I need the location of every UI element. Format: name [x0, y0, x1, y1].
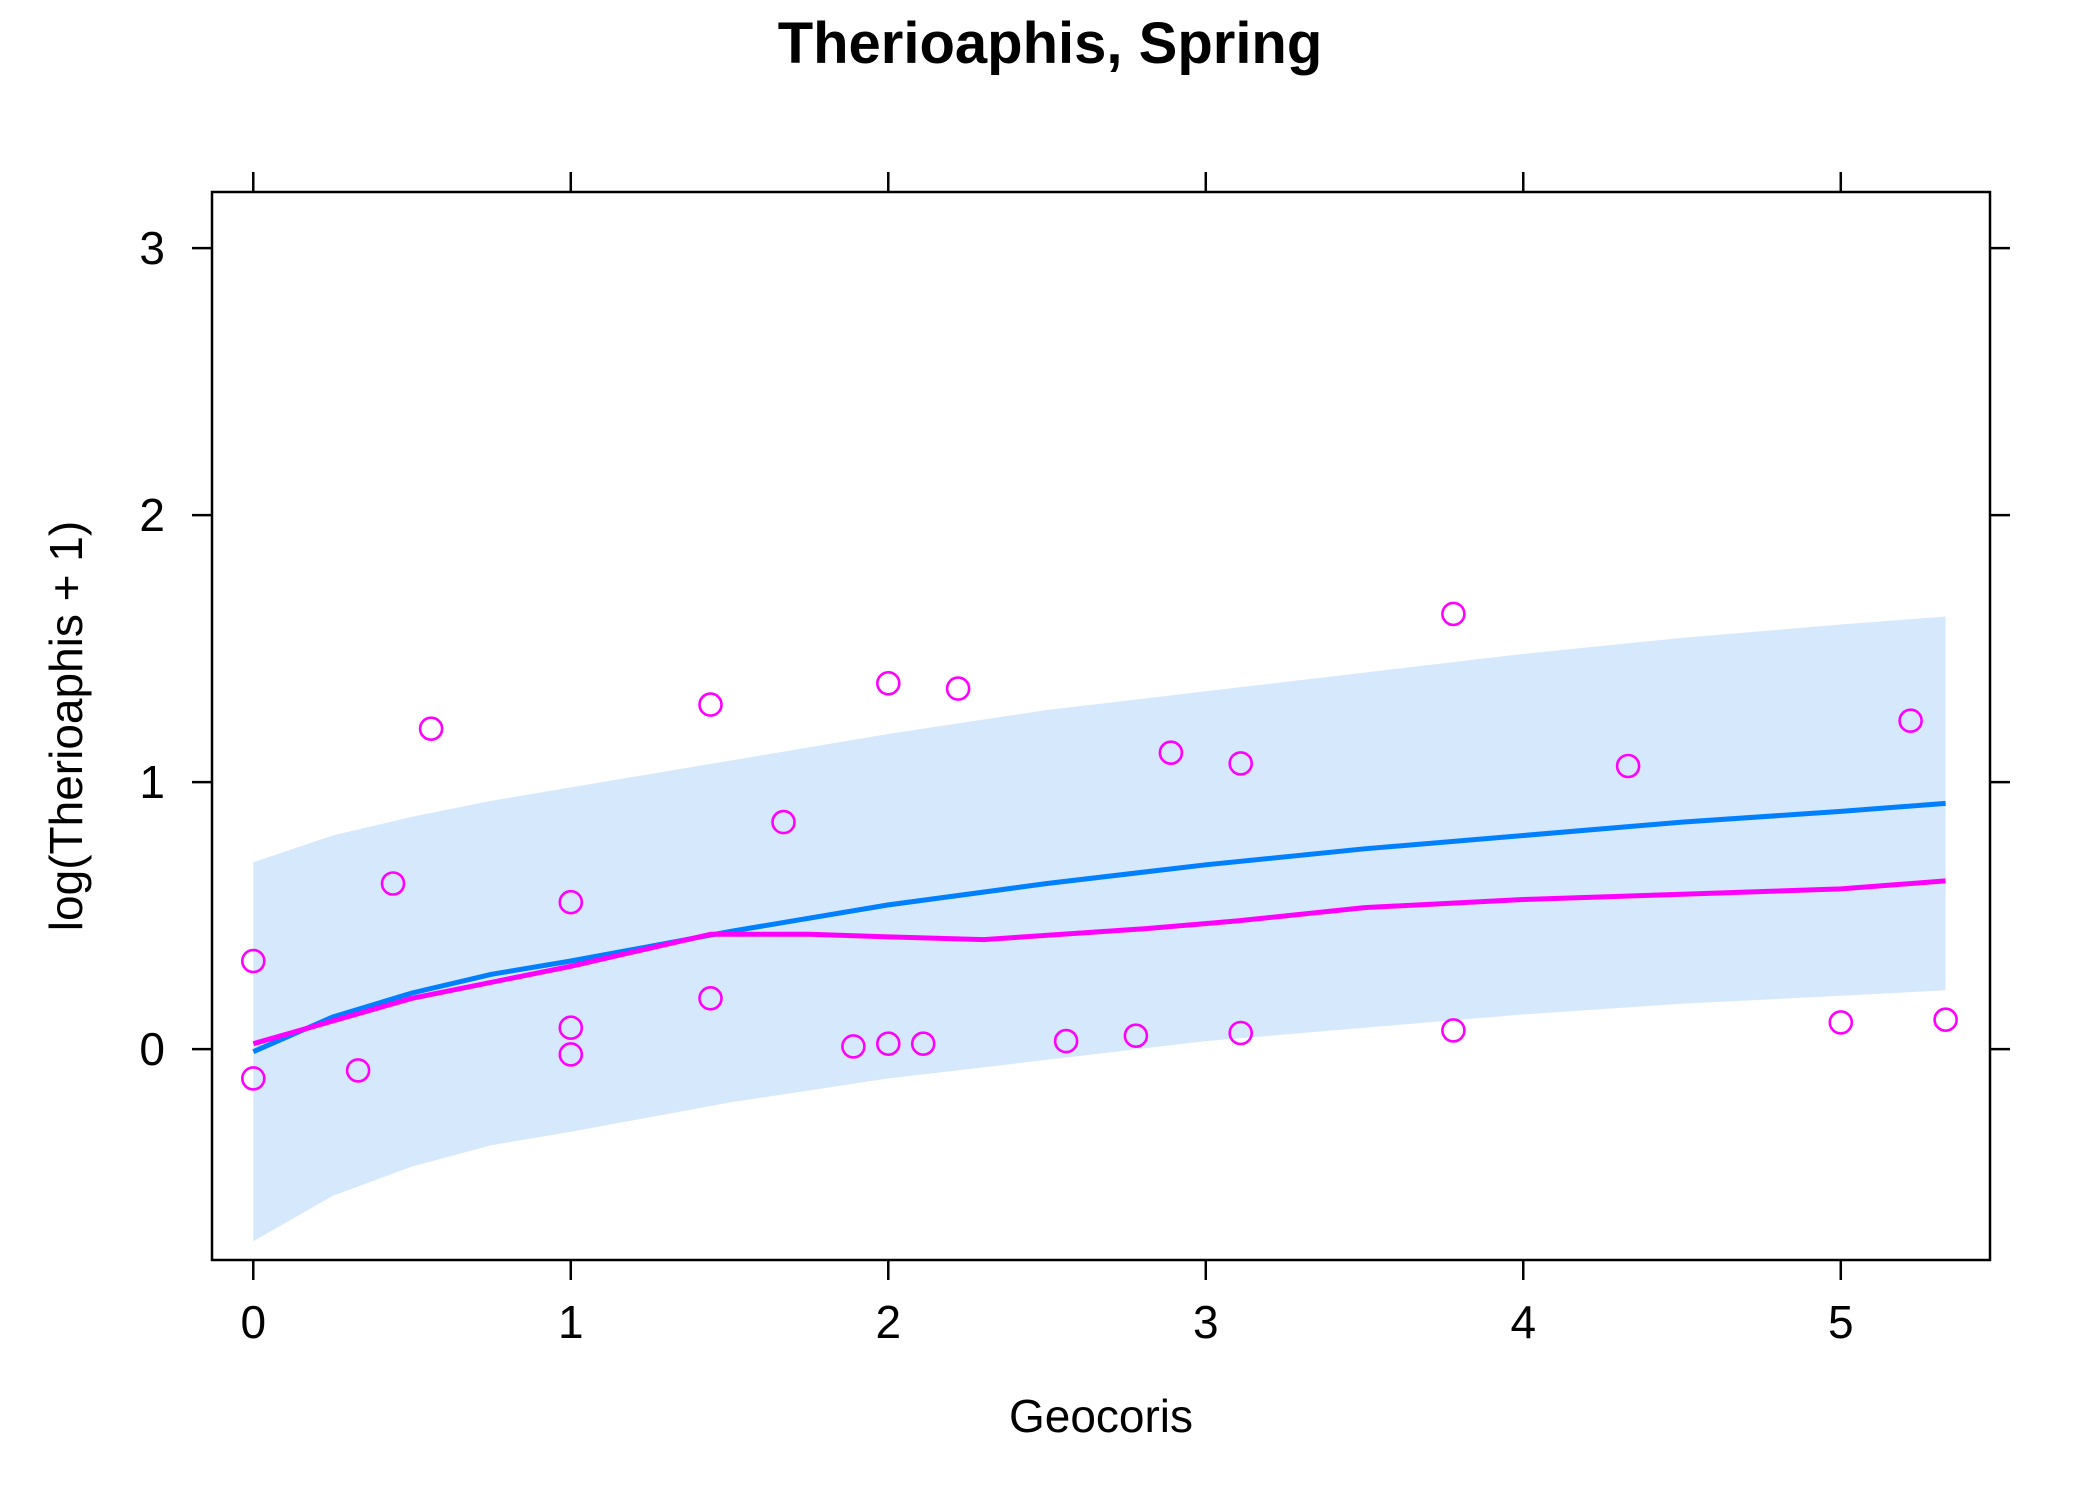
confidence-band	[253, 616, 1946, 1242]
data-point	[698, 692, 723, 717]
data-point	[558, 1042, 584, 1067]
x-axis-label: Geocoris	[1009, 1390, 1193, 1442]
point-layer	[241, 601, 1958, 1091]
x-tick-label: 4	[1510, 1296, 1536, 1348]
data-point	[698, 985, 723, 1011]
data-point	[1615, 753, 1641, 779]
data-point	[1441, 1018, 1466, 1043]
data-point	[1228, 751, 1253, 776]
data-point	[1828, 1010, 1854, 1035]
data-point	[945, 676, 971, 701]
data-point	[1158, 740, 1184, 766]
x-tick-label: 0	[240, 1296, 266, 1348]
data-point	[1228, 1020, 1253, 1046]
data-point	[910, 1031, 936, 1056]
plot-frame	[210, 190, 1992, 1262]
data-point	[1441, 601, 1466, 627]
x-tick-label: 2	[875, 1296, 901, 1348]
y-tick-label: 2	[139, 489, 165, 541]
data-point	[771, 809, 796, 835]
line-layer	[252, 800, 1946, 1054]
tick-layer: 0 1 2 3 4 5 0 1 2 3	[139, 172, 2010, 1348]
data-point	[841, 1034, 866, 1059]
data-point	[1933, 1007, 1958, 1033]
y-axis-label: log(Therioaphis + 1)	[40, 521, 92, 931]
data-point	[1898, 708, 1923, 734]
data-point	[241, 1066, 266, 1091]
smooth-line	[252, 878, 1946, 1047]
data-point	[418, 716, 444, 742]
data-point	[558, 1015, 584, 1040]
data-point	[1123, 1023, 1149, 1048]
data-point	[558, 889, 584, 915]
y-tick-label: 3	[139, 222, 165, 274]
chart-title: Therioaphis, Spring	[778, 11, 1323, 76]
confidence-band-layer	[253, 616, 1946, 1242]
data-point	[1053, 1028, 1079, 1054]
x-tick-label: 5	[1828, 1296, 1854, 1348]
fit-line	[252, 800, 1946, 1054]
x-tick-label: 1	[558, 1296, 584, 1348]
data-point	[380, 871, 406, 896]
data-point	[875, 670, 901, 696]
y-tick-label: 0	[139, 1023, 165, 1075]
x-tick-label: 3	[1193, 1296, 1219, 1348]
y-tick-label: 1	[139, 756, 165, 808]
data-point	[241, 948, 266, 974]
data-point	[875, 1031, 901, 1056]
data-point	[345, 1058, 371, 1083]
